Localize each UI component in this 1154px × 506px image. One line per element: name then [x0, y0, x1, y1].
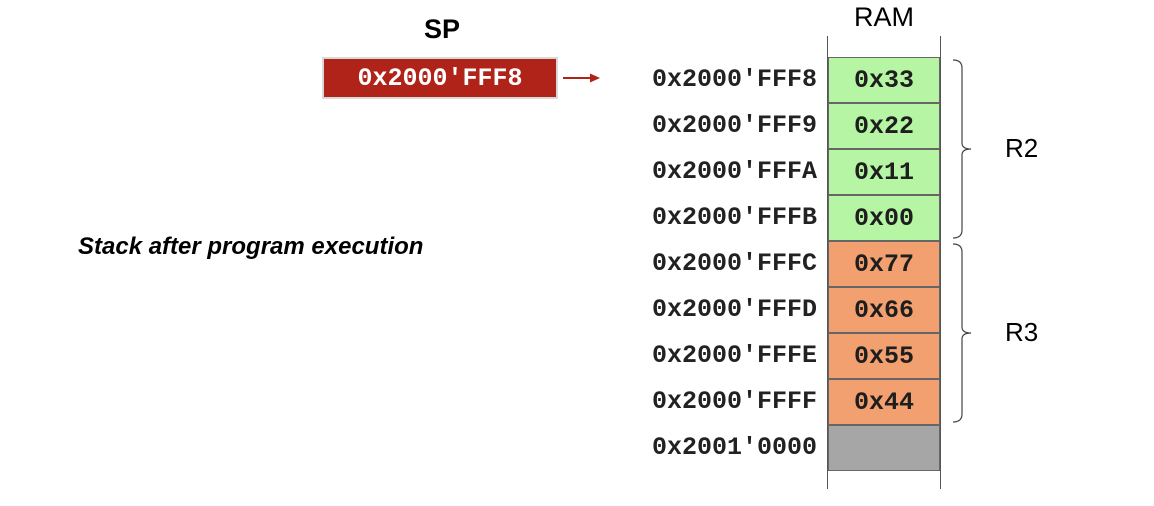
address-label: 0x2000'FFFF: [651, 387, 817, 416]
address-label: 0x2000'FFF9: [651, 111, 817, 140]
address-label: 0x2000'FFFE: [651, 341, 817, 370]
address-label: 0x2001'0000: [651, 433, 817, 462]
address-label: 0x2000'FFF8: [651, 65, 817, 94]
ram-cell: 0x33: [828, 57, 940, 103]
diagram-caption: Stack after program execution: [78, 233, 424, 260]
ram-left-border: [827, 36, 828, 489]
ram-right-border: [940, 36, 941, 489]
ram-cell: 0x11: [828, 149, 940, 195]
ram-cell: [828, 425, 940, 471]
ram-cell: 0x77: [828, 241, 940, 287]
ram-title: RAM: [854, 2, 914, 32]
ram-cell: 0x66: [828, 287, 940, 333]
sp-label: SP: [423, 14, 461, 44]
register-brace: [952, 243, 972, 423]
ram-cell: 0x55: [828, 333, 940, 379]
address-label: 0x2000'FFFA: [651, 157, 817, 186]
register-brace: [952, 59, 972, 239]
sp-value-box: 0x2000'FFF8: [322, 57, 558, 99]
address-label: 0x2000'FFFC: [651, 249, 817, 278]
ram-cell: 0x00: [828, 195, 940, 241]
address-label: 0x2000'FFFB: [651, 203, 817, 232]
ram-cell: 0x22: [828, 103, 940, 149]
ram-cell: 0x44: [828, 379, 940, 425]
address-label: 0x2000'FFFD: [651, 295, 817, 324]
register-label: R2: [1005, 133, 1039, 163]
register-label: R3: [1005, 317, 1039, 347]
